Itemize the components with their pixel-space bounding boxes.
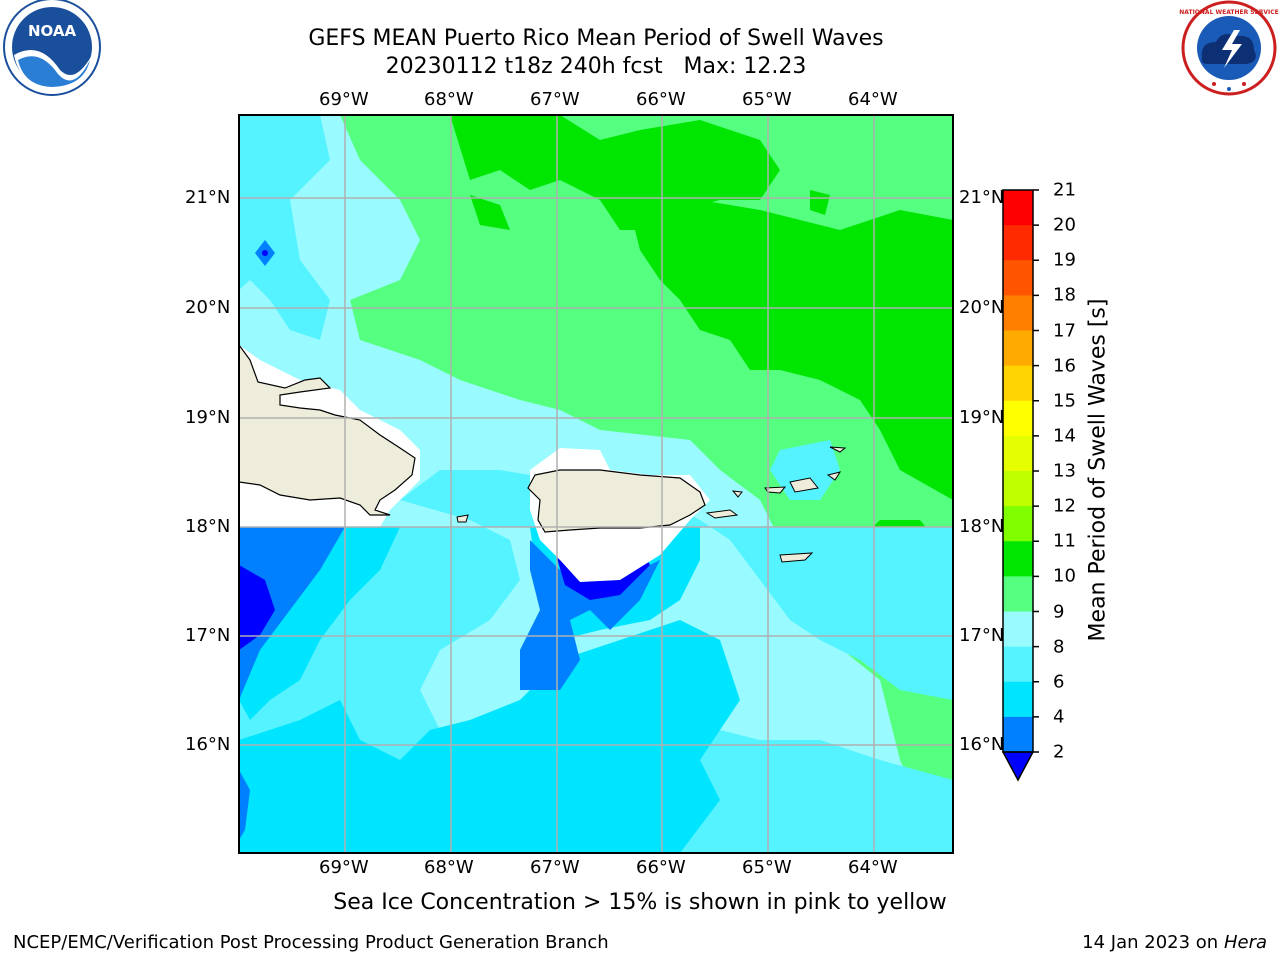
contour-field — [239, 115, 953, 853]
colorbar — [1001, 189, 1039, 782]
colorbar-segment — [1003, 681, 1033, 718]
footer-date-text: 14 Jan 2023 on — [1082, 932, 1224, 953]
colorbar-segment — [1003, 435, 1033, 472]
lon-tick-bottom: 69°W — [319, 857, 369, 878]
lat-tick-left: 21°N — [185, 187, 231, 208]
colorbar-tick-label: 16 — [1053, 355, 1076, 377]
colorbar-extend-arrow — [1001, 751, 1035, 782]
colorbar-segment — [1003, 400, 1033, 437]
colorbar-tick-label: 19 — [1053, 249, 1076, 271]
lon-tick-top: 65°W — [742, 89, 792, 110]
map-frame — [238, 114, 954, 854]
lon-tick-top: 67°W — [530, 89, 580, 110]
colorbar-tick-label: 20 — [1053, 214, 1076, 236]
colorbar-tick-label: 18 — [1053, 284, 1076, 306]
colorbar-label: Mean Period of Swell Waves [s] — [1085, 298, 1111, 642]
footer-host: Hera — [1223, 932, 1267, 953]
lon-tick-bottom: 67°W — [530, 857, 580, 878]
colorbar-segment — [1003, 471, 1033, 507]
lon-tick-top: 64°W — [848, 89, 898, 110]
lon-tick-bottom: 68°W — [424, 857, 474, 878]
lat-tick-left: 20°N — [185, 297, 231, 318]
lat-tick-left: 18°N — [185, 516, 231, 537]
lon-tick-bottom: 64°W — [848, 857, 898, 878]
chart-subtitle: 20230112 t18z 240h fcst Max: 12.23 — [385, 54, 807, 79]
colorbar-segment — [1003, 225, 1033, 261]
colorbar-tick-label: 8 — [1053, 636, 1065, 658]
lon-tick-bottom: 65°W — [742, 857, 792, 878]
lon-tick-bottom: 66°W — [636, 857, 686, 878]
footer-date: 14 Jan 2023 on Hera — [1082, 932, 1267, 953]
colorbar-segment — [1003, 506, 1033, 542]
lat-tick-right: 17°N — [959, 625, 1005, 646]
colorbar-tick-label: 6 — [1053, 671, 1065, 693]
colorbar-tick-label: 11 — [1053, 530, 1076, 552]
colorbar-tick-label: 10 — [1053, 565, 1076, 587]
colorbar-tick-label: 21 — [1053, 179, 1076, 201]
colorbar-segment — [1003, 646, 1033, 683]
chart-title: GEFS MEAN Puerto Rico Mean Period of Swe… — [308, 26, 884, 51]
lon-tick-top: 68°W — [424, 89, 474, 110]
lat-tick-right: 19°N — [959, 407, 1005, 428]
colorbar-tick-label: 12 — [1053, 495, 1076, 517]
lon-tick-top: 69°W — [319, 89, 369, 110]
noaa-logo-text: NOAA — [28, 22, 77, 40]
sea-ice-note: Sea Ice Concentration > 15% is shown in … — [333, 890, 947, 915]
colorbar-segment — [1003, 295, 1033, 331]
nws-logo: NATIONAL WEATHER SERVICE — [1179, 0, 1279, 96]
colorbar-tick-label: 17 — [1053, 320, 1076, 341]
lat-tick-right: 18°N — [959, 516, 1005, 537]
graticule — [239, 115, 953, 853]
noaa-logo: NOAA — [3, 0, 101, 96]
colorbar-tick-label: 15 — [1053, 390, 1076, 412]
colorbar-segment — [1003, 576, 1033, 612]
colorbar-segment — [1003, 611, 1033, 648]
colorbar-segment — [1003, 260, 1033, 296]
colorbar-tick-label: 14 — [1053, 425, 1076, 447]
colorbar-segment — [1003, 330, 1033, 367]
lat-tick-left: 17°N — [185, 625, 231, 646]
lat-tick-left: 16°N — [185, 734, 231, 755]
colorbar-segment — [1003, 365, 1033, 402]
lon-tick-top: 66°W — [636, 89, 686, 110]
colorbar-tick-label: 2 — [1053, 741, 1065, 763]
lat-tick-right: 21°N — [959, 187, 1005, 208]
lat-tick-right: 20°N — [959, 297, 1005, 318]
colorbar-tick-label: 4 — [1053, 706, 1065, 728]
lat-tick-left: 19°N — [185, 407, 231, 428]
footer-credit: NCEP/EMC/Verification Post Processing Pr… — [13, 932, 609, 953]
colorbar-segment — [1003, 716, 1033, 753]
nws-logo-text: NATIONAL WEATHER SERVICE — [1179, 9, 1278, 16]
lat-tick-right: 16°N — [959, 734, 1005, 755]
colorbar-segment — [1003, 541, 1033, 577]
colorbar-tick-label: 13 — [1053, 460, 1076, 482]
colorbar-segment — [1003, 190, 1033, 226]
colorbar-tick-label: 9 — [1053, 601, 1065, 622]
